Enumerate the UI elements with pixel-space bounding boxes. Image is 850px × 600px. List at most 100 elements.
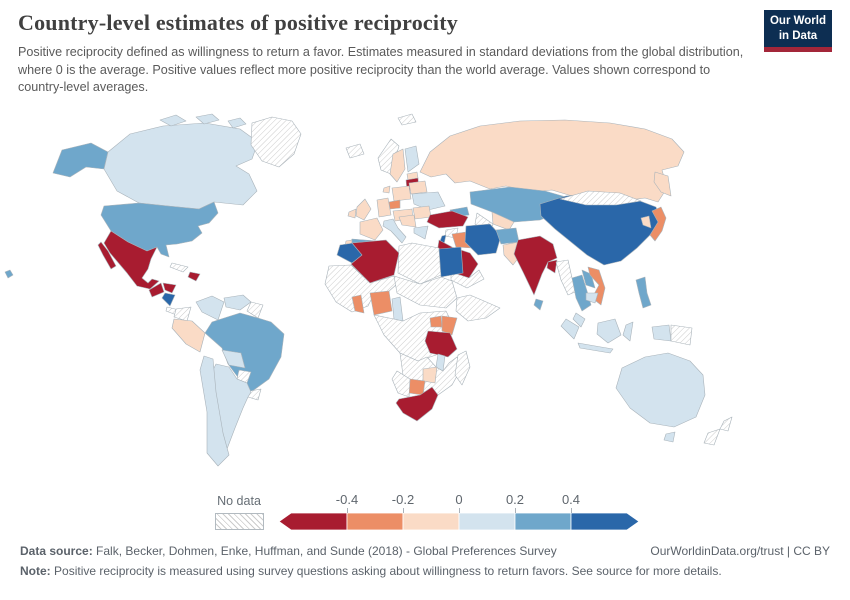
- country-indonesia-sulawesi[interactable]: [622, 321, 634, 342]
- legend-seg-pos02-pos04[interactable]: [514, 513, 572, 530]
- country-ukraine[interactable]: [411, 191, 446, 211]
- country-cameroon[interactable]: [391, 296, 404, 322]
- country-alaska-usa[interactable]: [52, 142, 109, 178]
- legend-seg-0-pos02[interactable]: [458, 513, 516, 530]
- country-nicaragua[interactable]: [161, 292, 176, 307]
- legend-tickmark: [347, 508, 348, 513]
- country-honduras[interactable]: [162, 282, 177, 294]
- legend-tickmark: [459, 508, 460, 513]
- country-canada-island2[interactable]: [195, 113, 220, 125]
- country-botswana[interactable]: [408, 378, 426, 396]
- country-sri-lanka[interactable]: [533, 298, 544, 311]
- country-cambodia[interactable]: [585, 292, 599, 304]
- legend-tickmark: [571, 508, 572, 513]
- note-label: Note:: [20, 564, 51, 578]
- chart-header: Country-level estimates of positive reci…: [18, 10, 832, 97]
- country-new-zealand-south[interactable]: [703, 428, 721, 446]
- country-thailand[interactable]: [571, 274, 592, 312]
- note-text: Positive reciprocity is measured using s…: [54, 564, 722, 578]
- country-russia-kamchatka[interactable]: [653, 171, 672, 197]
- country-brazil[interactable]: [204, 312, 285, 393]
- legend-tickmark: [403, 508, 404, 513]
- country-indonesia-borneo[interactable]: [596, 318, 622, 344]
- legend-seg-neg04-neg02[interactable]: [346, 513, 404, 530]
- country-zimbabwe[interactable]: [422, 366, 438, 384]
- country-colombia[interactable]: [195, 295, 225, 321]
- country-iran[interactable]: [464, 223, 502, 256]
- country-bolivia[interactable]: [221, 349, 246, 369]
- country-belarus[interactable]: [408, 180, 428, 195]
- country-india[interactable]: [513, 235, 558, 296]
- country-indonesia-java[interactable]: [577, 342, 614, 354]
- country-venezuela[interactable]: [223, 294, 252, 311]
- country-malaysia[interactable]: [572, 312, 586, 328]
- country-new-zealand-north[interactable]: [719, 416, 733, 432]
- world-map: [4, 113, 733, 467]
- country-ghana[interactable]: [351, 294, 365, 314]
- country-svalbard[interactable]: [397, 113, 417, 126]
- country-france[interactable]: [359, 217, 384, 241]
- country-uganda[interactable]: [429, 315, 443, 328]
- country-algeria[interactable]: [350, 239, 400, 284]
- country-finland[interactable]: [404, 145, 420, 173]
- legend-seg-neg02-0[interactable]: [402, 513, 460, 530]
- country-canada-island1[interactable]: [159, 114, 187, 127]
- country-romania[interactable]: [412, 205, 432, 220]
- attribution-link[interactable]: OurWorldinData.org/trust | CC BY: [650, 544, 830, 558]
- legend-seg-gt-pos04[interactable]: [570, 513, 640, 530]
- owid-logo[interactable]: Our World in Data: [764, 10, 832, 52]
- country-nigeria[interactable]: [369, 290, 393, 316]
- country-germany[interactable]: [376, 197, 392, 218]
- country-russia[interactable]: [419, 119, 685, 203]
- country-kenya[interactable]: [441, 315, 458, 336]
- country-indonesia-papua[interactable]: [651, 324, 672, 342]
- country-bangladesh[interactable]: [546, 259, 558, 274]
- country-malawi[interactable]: [435, 353, 446, 372]
- country-poland[interactable]: [391, 185, 412, 202]
- country-south-korea[interactable]: [640, 215, 652, 229]
- country-guatemala[interactable]: [148, 282, 165, 298]
- country-czechia[interactable]: [388, 199, 401, 210]
- data-source-label: Data source:: [20, 544, 93, 558]
- country-yemen-oman[interactable]: [450, 269, 485, 289]
- country-mexico-baja[interactable]: [97, 241, 117, 270]
- country-madagascar[interactable]: [454, 350, 471, 386]
- country-united-kingdom[interactable]: [355, 198, 372, 221]
- country-australia-tasmania[interactable]: [663, 431, 676, 443]
- no-data-swatch[interactable]: [215, 513, 264, 530]
- country-haiti[interactable]: [187, 271, 201, 282]
- country-tunisia-libya[interactable]: [397, 242, 442, 285]
- country-serbia[interactable]: [398, 214, 417, 228]
- country-greenland[interactable]: [250, 116, 302, 168]
- country-chile[interactable]: [199, 355, 230, 467]
- legend-colorbar: [278, 513, 640, 530]
- country-laos[interactable]: [581, 269, 596, 289]
- country-egypt[interactable]: [438, 246, 464, 278]
- country-namibia[interactable]: [391, 370, 411, 398]
- country-south-africa[interactable]: [395, 386, 439, 422]
- country-indonesia-sumatra[interactable]: [560, 318, 580, 340]
- country-mongolia[interactable]: [559, 190, 642, 206]
- country-sweden[interactable]: [389, 148, 406, 183]
- country-iceland[interactable]: [345, 143, 365, 159]
- country-mexico[interactable]: [103, 230, 160, 290]
- country-hawaii-usa[interactable]: [4, 269, 14, 279]
- country-denmark[interactable]: [382, 185, 391, 194]
- country-australia[interactable]: [615, 352, 706, 428]
- region-horn-of-africa[interactable]: [455, 294, 501, 322]
- country-japan[interactable]: [649, 206, 667, 242]
- country-canada[interactable]: [103, 122, 259, 210]
- country-canada-island3[interactable]: [227, 117, 247, 129]
- country-turkey[interactable]: [426, 210, 469, 229]
- country-ireland[interactable]: [347, 208, 357, 219]
- country-papua-new-guinea[interactable]: [670, 324, 693, 346]
- country-cuba[interactable]: [169, 262, 189, 273]
- country-peru[interactable]: [171, 318, 206, 353]
- country-vietnam[interactable]: [587, 266, 606, 306]
- country-greece[interactable]: [413, 225, 429, 240]
- country-tanzania[interactable]: [424, 330, 458, 358]
- country-ecuador[interactable]: [173, 306, 192, 322]
- country-italy[interactable]: [382, 218, 407, 244]
- country-philippines[interactable]: [635, 276, 652, 309]
- legend-seg-lt-neg04[interactable]: [278, 513, 348, 530]
